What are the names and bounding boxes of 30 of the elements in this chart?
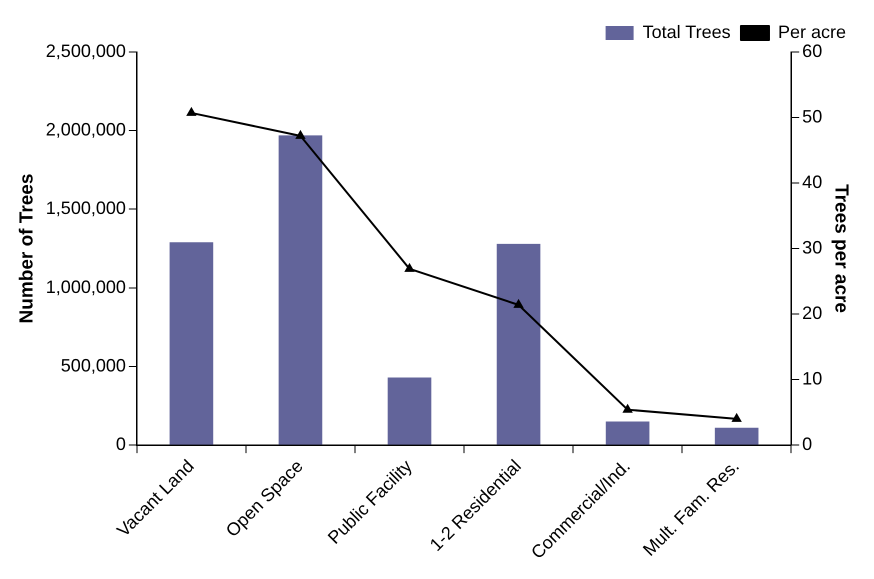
y2-tick-label: 30 <box>802 238 822 258</box>
point <box>296 130 305 139</box>
point <box>186 108 196 116</box>
y2-tick-label: 0 <box>802 434 812 454</box>
y-tick-label: 2,000,000 <box>46 120 126 140</box>
y-axis-title: Number of Trees <box>16 174 38 324</box>
bar <box>278 135 322 445</box>
legend-label: Per acre <box>778 22 846 42</box>
legend-label: Total Trees <box>642 22 731 42</box>
y2-tick-label: 40 <box>802 172 822 192</box>
y-tick-label: 1,500,000 <box>46 198 126 218</box>
y-tick-label: 2,500,000 <box>46 40 126 61</box>
y2-tick-label: 10 <box>802 368 822 389</box>
bar <box>388 377 432 445</box>
bar <box>714 428 758 445</box>
point <box>732 414 742 422</box>
y2-tick-label: 50 <box>802 106 822 126</box>
point <box>405 264 414 272</box>
point <box>514 300 524 308</box>
y2-tick-label: 20 <box>802 303 822 324</box>
y2-tick-label: 60 <box>802 40 822 61</box>
y-tick-label: 500,000 <box>60 355 126 376</box>
y-tick-label: 1,000,000 <box>46 276 126 297</box>
y-tick-label: 0 <box>116 434 126 454</box>
y2-axis-title: Trees per acre <box>830 184 852 313</box>
bar <box>606 421 650 445</box>
bar <box>170 242 214 445</box>
point <box>623 404 632 413</box>
bar <box>496 244 540 445</box>
x-tick-label: Mult. Fam. Res. <box>639 456 743 560</box>
